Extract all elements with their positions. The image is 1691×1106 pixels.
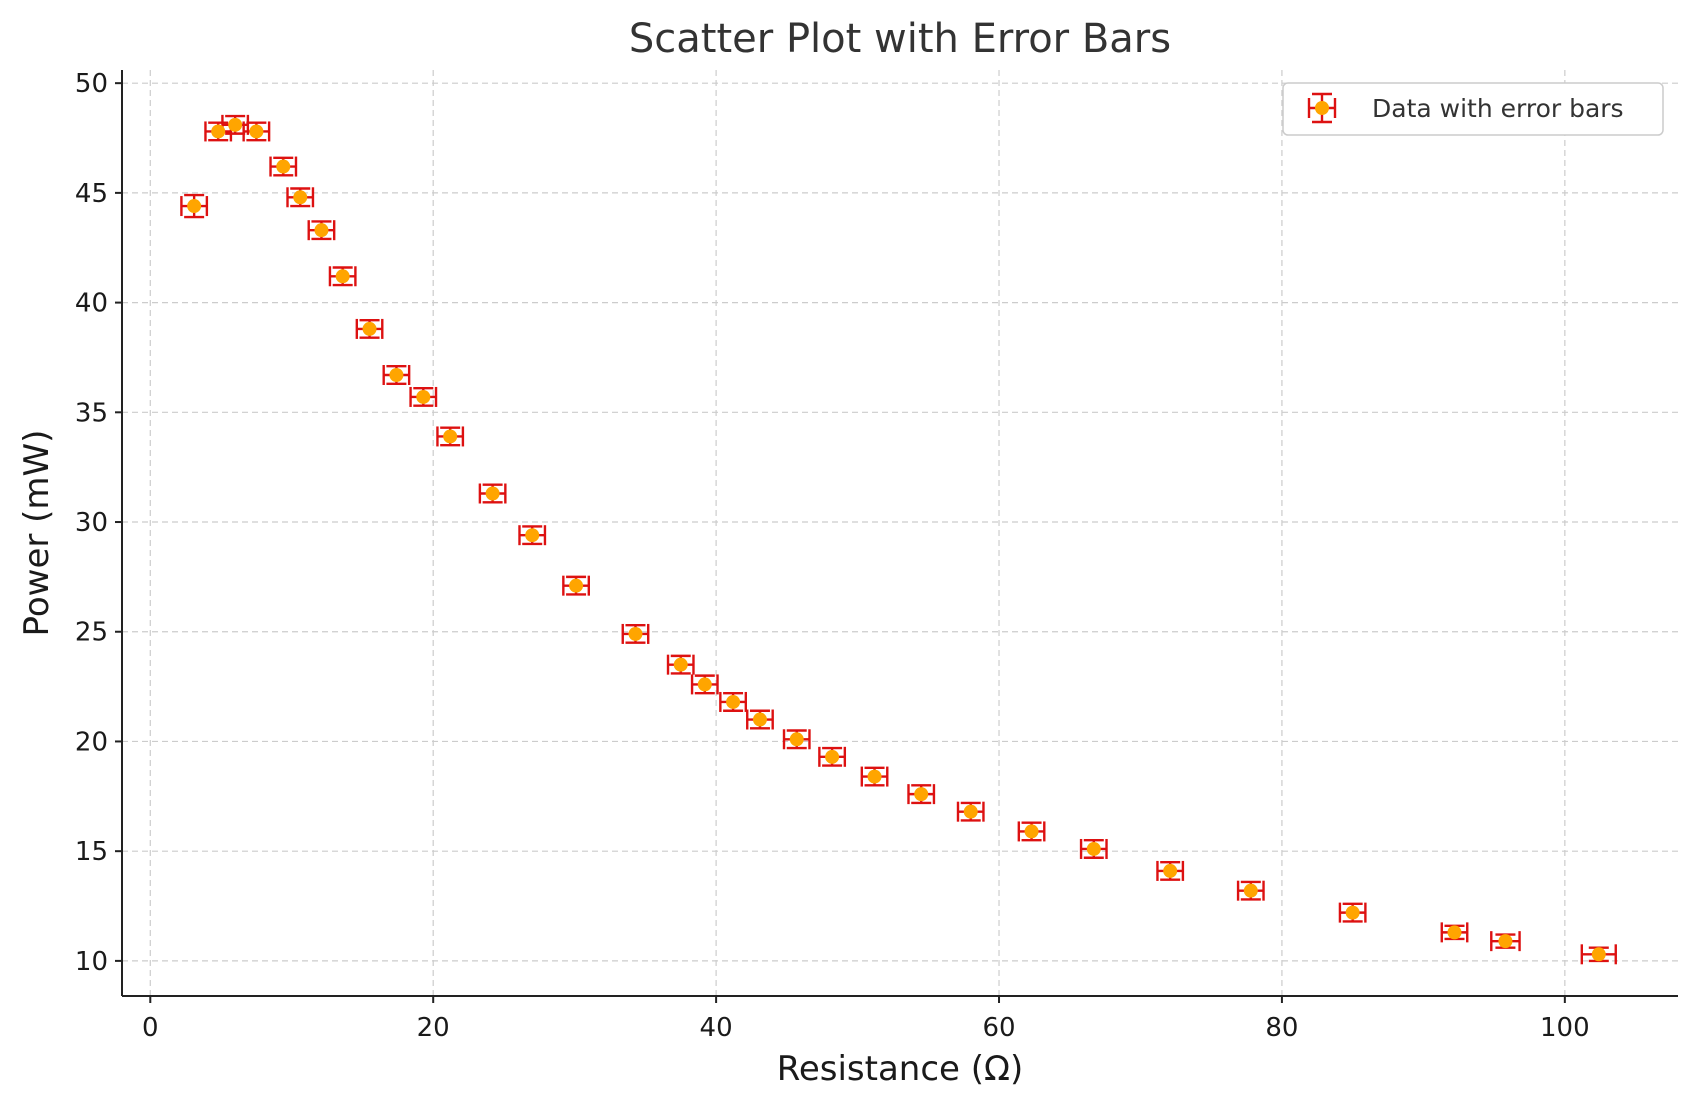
- data-point: [1498, 934, 1513, 949]
- data-point: [211, 124, 226, 139]
- data-point: [335, 269, 350, 284]
- data-point: [485, 486, 500, 501]
- data-point: [1243, 883, 1258, 898]
- data-point: [963, 804, 978, 819]
- y-tick-label: 10: [75, 947, 108, 977]
- data-point: [726, 694, 741, 709]
- data-point: [1591, 947, 1606, 962]
- y-tick-label: 30: [75, 508, 108, 538]
- y-tick-label: 40: [75, 289, 108, 319]
- data-point: [525, 528, 540, 543]
- data-point: [1163, 863, 1178, 878]
- legend-label: Data with error bars: [1372, 94, 1624, 123]
- data-point: [1086, 841, 1101, 856]
- data-point: [187, 199, 202, 214]
- data-point: [276, 159, 291, 174]
- x-tick-label: 100: [1540, 1013, 1590, 1043]
- data-point: [389, 368, 404, 383]
- x-tick-label: 80: [1265, 1013, 1298, 1043]
- chart-title: Scatter Plot with Error Bars: [629, 16, 1171, 62]
- error-bar: [666, 654, 695, 675]
- axes: [121, 70, 1678, 997]
- data-point: [673, 657, 688, 672]
- y-ticks: 10 15 20 25 30 35 40 45 50: [75, 69, 122, 977]
- data-point: [1447, 925, 1462, 940]
- x-tick-label: 20: [417, 1013, 450, 1043]
- x-tick-label: 40: [700, 1013, 733, 1043]
- data-point: [1024, 824, 1039, 839]
- x-tick-label: 60: [982, 1013, 1015, 1043]
- data-point: [825, 749, 840, 764]
- data-point: [697, 677, 712, 692]
- legend-frame: [1282, 82, 1664, 136]
- data-point: [789, 732, 804, 747]
- data-point: [443, 429, 458, 444]
- data-point: [314, 223, 329, 238]
- y-tick-label: 50: [75, 69, 108, 99]
- grid-lines: [122, 70, 1678, 996]
- legend: Data with error bars: [1282, 82, 1664, 136]
- data-point: [569, 578, 584, 593]
- x-tick-label: 0: [142, 1013, 159, 1043]
- x-axis-label: Resistance (Ω): [777, 1049, 1024, 1089]
- y-tick-label: 20: [75, 727, 108, 757]
- data-point: [628, 626, 643, 641]
- y-axis-label: Power (mW): [17, 430, 57, 637]
- y-tick-label: 35: [75, 398, 108, 428]
- y-tick-label: 45: [75, 179, 108, 209]
- x-ticks: 0 20 40 60 80 100: [142, 996, 1590, 1043]
- data-point: [1345, 905, 1360, 920]
- data-point: [416, 389, 431, 404]
- data-point: [293, 190, 308, 205]
- data-point: [362, 321, 377, 336]
- data-point: [249, 124, 264, 139]
- data-points: [187, 117, 1606, 962]
- data-point: [914, 787, 929, 802]
- data-point: [867, 769, 882, 784]
- y-tick-label: 15: [75, 837, 108, 867]
- y-tick-label: 25: [75, 618, 108, 648]
- legend-marker-icon: [1307, 92, 1337, 124]
- data-point: [752, 712, 767, 727]
- data-point: [228, 117, 243, 132]
